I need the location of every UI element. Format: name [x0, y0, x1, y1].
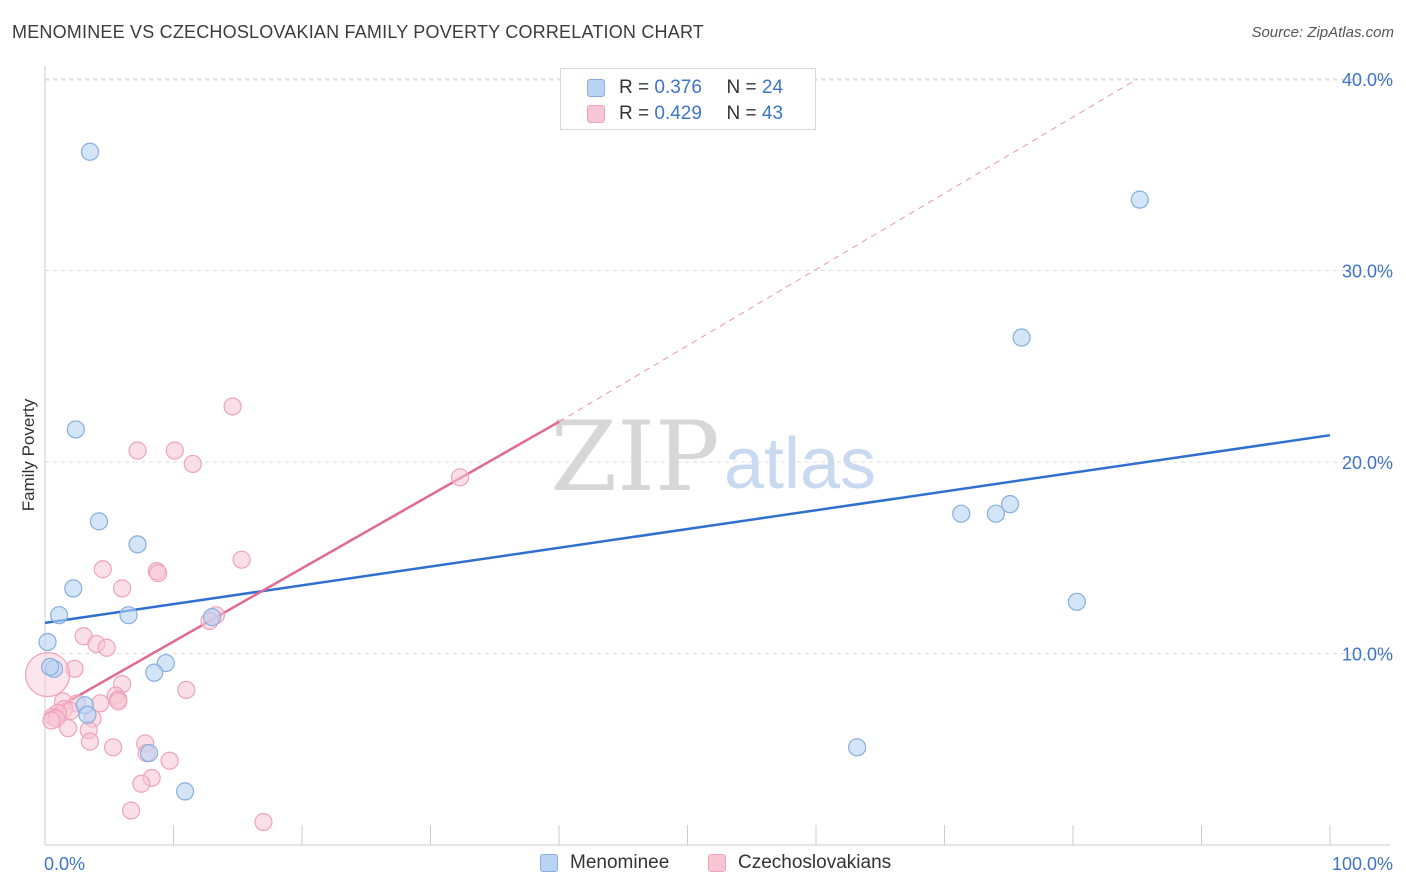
point-menominee	[1067, 592, 1086, 611]
watermark-zip: ZIP	[550, 401, 719, 513]
legend-n-value: 24	[761, 77, 784, 98]
legend-swatch-blue	[587, 79, 605, 97]
source-label: Source: ZipAtlas.com	[1251, 24, 1394, 41]
point-czechoslovakians	[223, 397, 242, 416]
y-tick-label: 40.0%	[1342, 70, 1393, 90]
point-menominee	[78, 705, 97, 724]
legend-n-label: N =	[726, 103, 757, 124]
point-menominee	[38, 632, 57, 652]
point-menominee	[139, 743, 159, 763]
point-menominee	[80, 142, 100, 161]
point-czechoslovakians	[59, 719, 78, 738]
legend-r-value: 0.376	[654, 77, 702, 98]
point-czechoslovakians	[112, 579, 132, 598]
point-czechoslovakians	[65, 659, 84, 678]
y-tick-label: 20.0%	[1342, 453, 1393, 473]
watermark: ZIP atlas	[550, 401, 876, 513]
axis-labels: 10.0% 20.0% 30.0% 40.0% 0.0% 100.0%	[44, 70, 1393, 874]
legend-n-value: 43	[761, 103, 784, 124]
legend-swatch-pink	[708, 854, 726, 872]
point-czechoslovakians	[177, 680, 196, 699]
point-czechoslovakians	[121, 801, 141, 820]
point-menominee	[952, 504, 971, 523]
point-menominee	[50, 606, 69, 625]
legend-n-label: N =	[726, 77, 757, 98]
x-tick-label: 0.0%	[44, 854, 85, 874]
grid-lines	[45, 78, 1390, 654]
point-czechoslovakians	[148, 563, 168, 583]
legend-label-menominee: Menominee	[570, 852, 670, 873]
y-tick-label: 10.0%	[1342, 645, 1393, 665]
point-menominee	[41, 657, 60, 677]
point-menominee	[1130, 190, 1149, 209]
point-czechoslovakians	[132, 774, 151, 793]
point-czechoslovakians	[109, 692, 128, 711]
point-menominee	[128, 535, 147, 554]
point-czechoslovakians	[42, 711, 61, 730]
point-czechoslovakians	[93, 560, 112, 579]
watermark-atlas: atlas	[724, 424, 876, 504]
point-czechoslovakians	[128, 441, 147, 460]
legend-r-label: R =	[619, 103, 650, 124]
chart-title: MENOMINEE VS CZECHOSLOVAKIAN FAMILY POVE…	[12, 22, 705, 42]
point-czechoslovakians	[254, 812, 273, 832]
point-menominee	[66, 420, 85, 439]
point-menominee	[1012, 328, 1031, 347]
legend-label-czechoslovakians: Czechoslovakians	[738, 852, 892, 873]
legend-swatch-blue	[540, 854, 558, 872]
point-menominee	[1000, 495, 1020, 514]
trend-lines	[44, 78, 1331, 716]
point-czechoslovakians	[104, 738, 123, 757]
point-menominee	[145, 663, 164, 682]
trend-line-czechoslovakians-extension	[558, 78, 1138, 423]
legend-r-value: 0.429	[654, 103, 702, 124]
point-czechoslovakians	[165, 441, 184, 460]
x-tick-label: 100.0%	[1332, 854, 1393, 874]
point-czechoslovakians	[183, 454, 202, 474]
data-points	[24, 142, 1149, 832]
point-czechoslovakians	[160, 751, 179, 770]
point-czechoslovakians	[232, 550, 251, 569]
correlation-legend: R = 0.376 N = 24 R = 0.429 N = 43	[560, 68, 816, 130]
point-menominee	[986, 504, 1006, 523]
point-menominee	[64, 579, 83, 598]
y-axis-title: Family Poverty	[19, 398, 38, 511]
trend-line-czechoslovakians	[44, 420, 560, 716]
point-menominee	[119, 606, 138, 625]
legend-r-label: R =	[619, 77, 650, 98]
point-czechoslovakians	[80, 732, 100, 751]
legend-swatch-pink	[587, 105, 605, 123]
point-menominee	[89, 512, 109, 531]
point-menominee	[175, 782, 195, 801]
point-czechoslovakians	[450, 468, 470, 487]
point-menominee	[202, 608, 222, 627]
point-czechoslovakians	[97, 638, 116, 657]
y-tick-label: 30.0%	[1342, 262, 1393, 282]
point-menominee	[848, 738, 867, 757]
